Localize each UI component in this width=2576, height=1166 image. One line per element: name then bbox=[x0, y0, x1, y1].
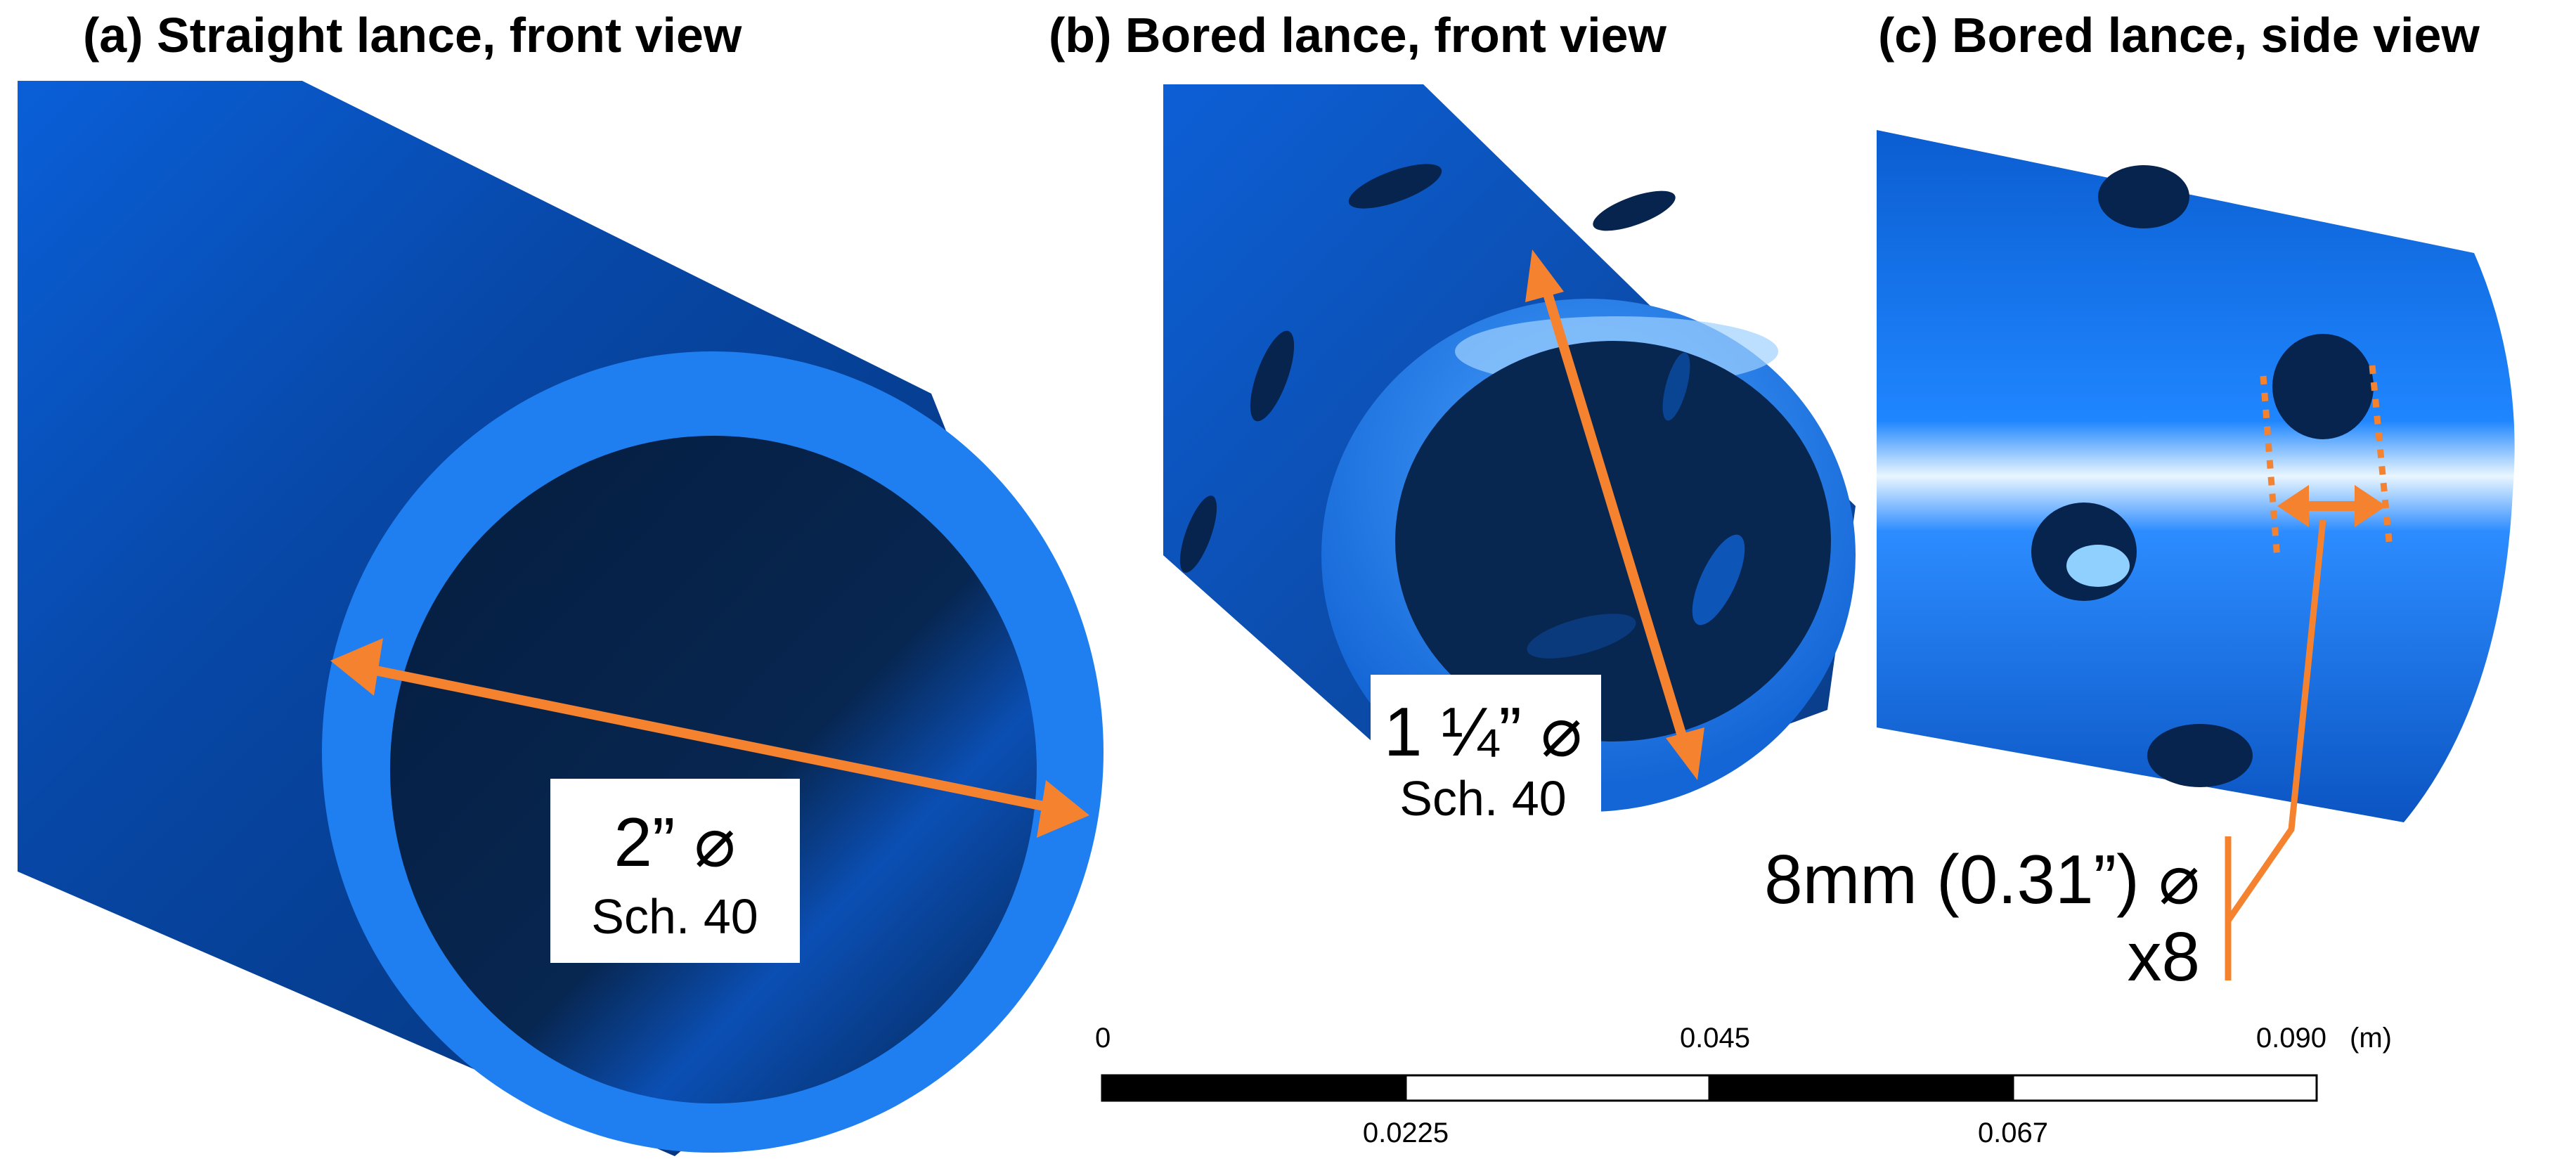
side-hole bbox=[2147, 724, 2253, 787]
panel-b-diameter-label: 1 ¼” ⌀ bbox=[1384, 693, 1582, 770]
scale-label-0: 0 bbox=[1095, 1023, 1111, 1054]
panel-a-schedule-label: Sch. 40 bbox=[591, 889, 758, 944]
scale-segment-4 bbox=[2012, 1074, 2318, 1102]
side-hole bbox=[1692, 534, 1745, 626]
scale-unit-label: (m) bbox=[2350, 1023, 2392, 1054]
panel-a-title: (a) Straight lance, front view bbox=[83, 8, 742, 63]
side-hole bbox=[1250, 330, 1295, 422]
panel-a-diameter-label: 2” ⌀ bbox=[614, 803, 735, 881]
scale-segment-2 bbox=[1404, 1074, 1711, 1102]
scale-segment-3 bbox=[1708, 1074, 2014, 1102]
panel-b-title: (b) Bored lance, front view bbox=[1049, 8, 1667, 63]
panel-a-label-box bbox=[550, 779, 800, 963]
scale-bar: 0 0.045 0.090 (m) 0.0225 0.067 bbox=[1095, 1023, 2392, 1148]
panel-c-hole-annotation bbox=[2225, 365, 2393, 980]
panel-c-bored-lance bbox=[1877, 130, 2515, 822]
side-hole bbox=[1348, 164, 1442, 209]
panel-a-straight-lance bbox=[18, 81, 1103, 1156]
side-hole bbox=[1662, 352, 1690, 421]
panel-c-hole-size-label: 8mm (0.31”) ⌀ bbox=[1764, 841, 2200, 918]
scale-label-0090: 0.090 bbox=[2256, 1023, 2326, 1054]
scale-segment-1 bbox=[1101, 1074, 1407, 1102]
scale-label-00225: 0.0225 bbox=[1363, 1118, 1449, 1148]
side-hole-highlight bbox=[2066, 545, 2130, 587]
side-hole-featured bbox=[2272, 334, 2374, 439]
bored-lance-bore bbox=[1395, 341, 1831, 741]
side-hole bbox=[2098, 165, 2189, 228]
side-lance-body bbox=[1877, 130, 2515, 822]
panel-c-title: (c) Bored lance, side view bbox=[1878, 8, 2480, 63]
panel-c-hole-count-label: x8 bbox=[2127, 918, 2200, 995]
panel-b-schedule-label: Sch. 40 bbox=[1399, 771, 1566, 826]
scale-label-0045: 0.045 bbox=[1680, 1023, 1750, 1054]
scale-label-0067: 0.067 bbox=[1978, 1118, 2048, 1148]
side-hole bbox=[1593, 190, 1676, 231]
panel-a-diameter-arrow bbox=[330, 638, 1089, 838]
panel-b-diameter-arrow bbox=[1525, 250, 1704, 780]
side-hole bbox=[1527, 614, 1636, 659]
straight-lance-bore bbox=[390, 436, 1037, 1103]
panel-b-label-box bbox=[1371, 675, 1601, 838]
side-hole bbox=[1179, 495, 1217, 573]
